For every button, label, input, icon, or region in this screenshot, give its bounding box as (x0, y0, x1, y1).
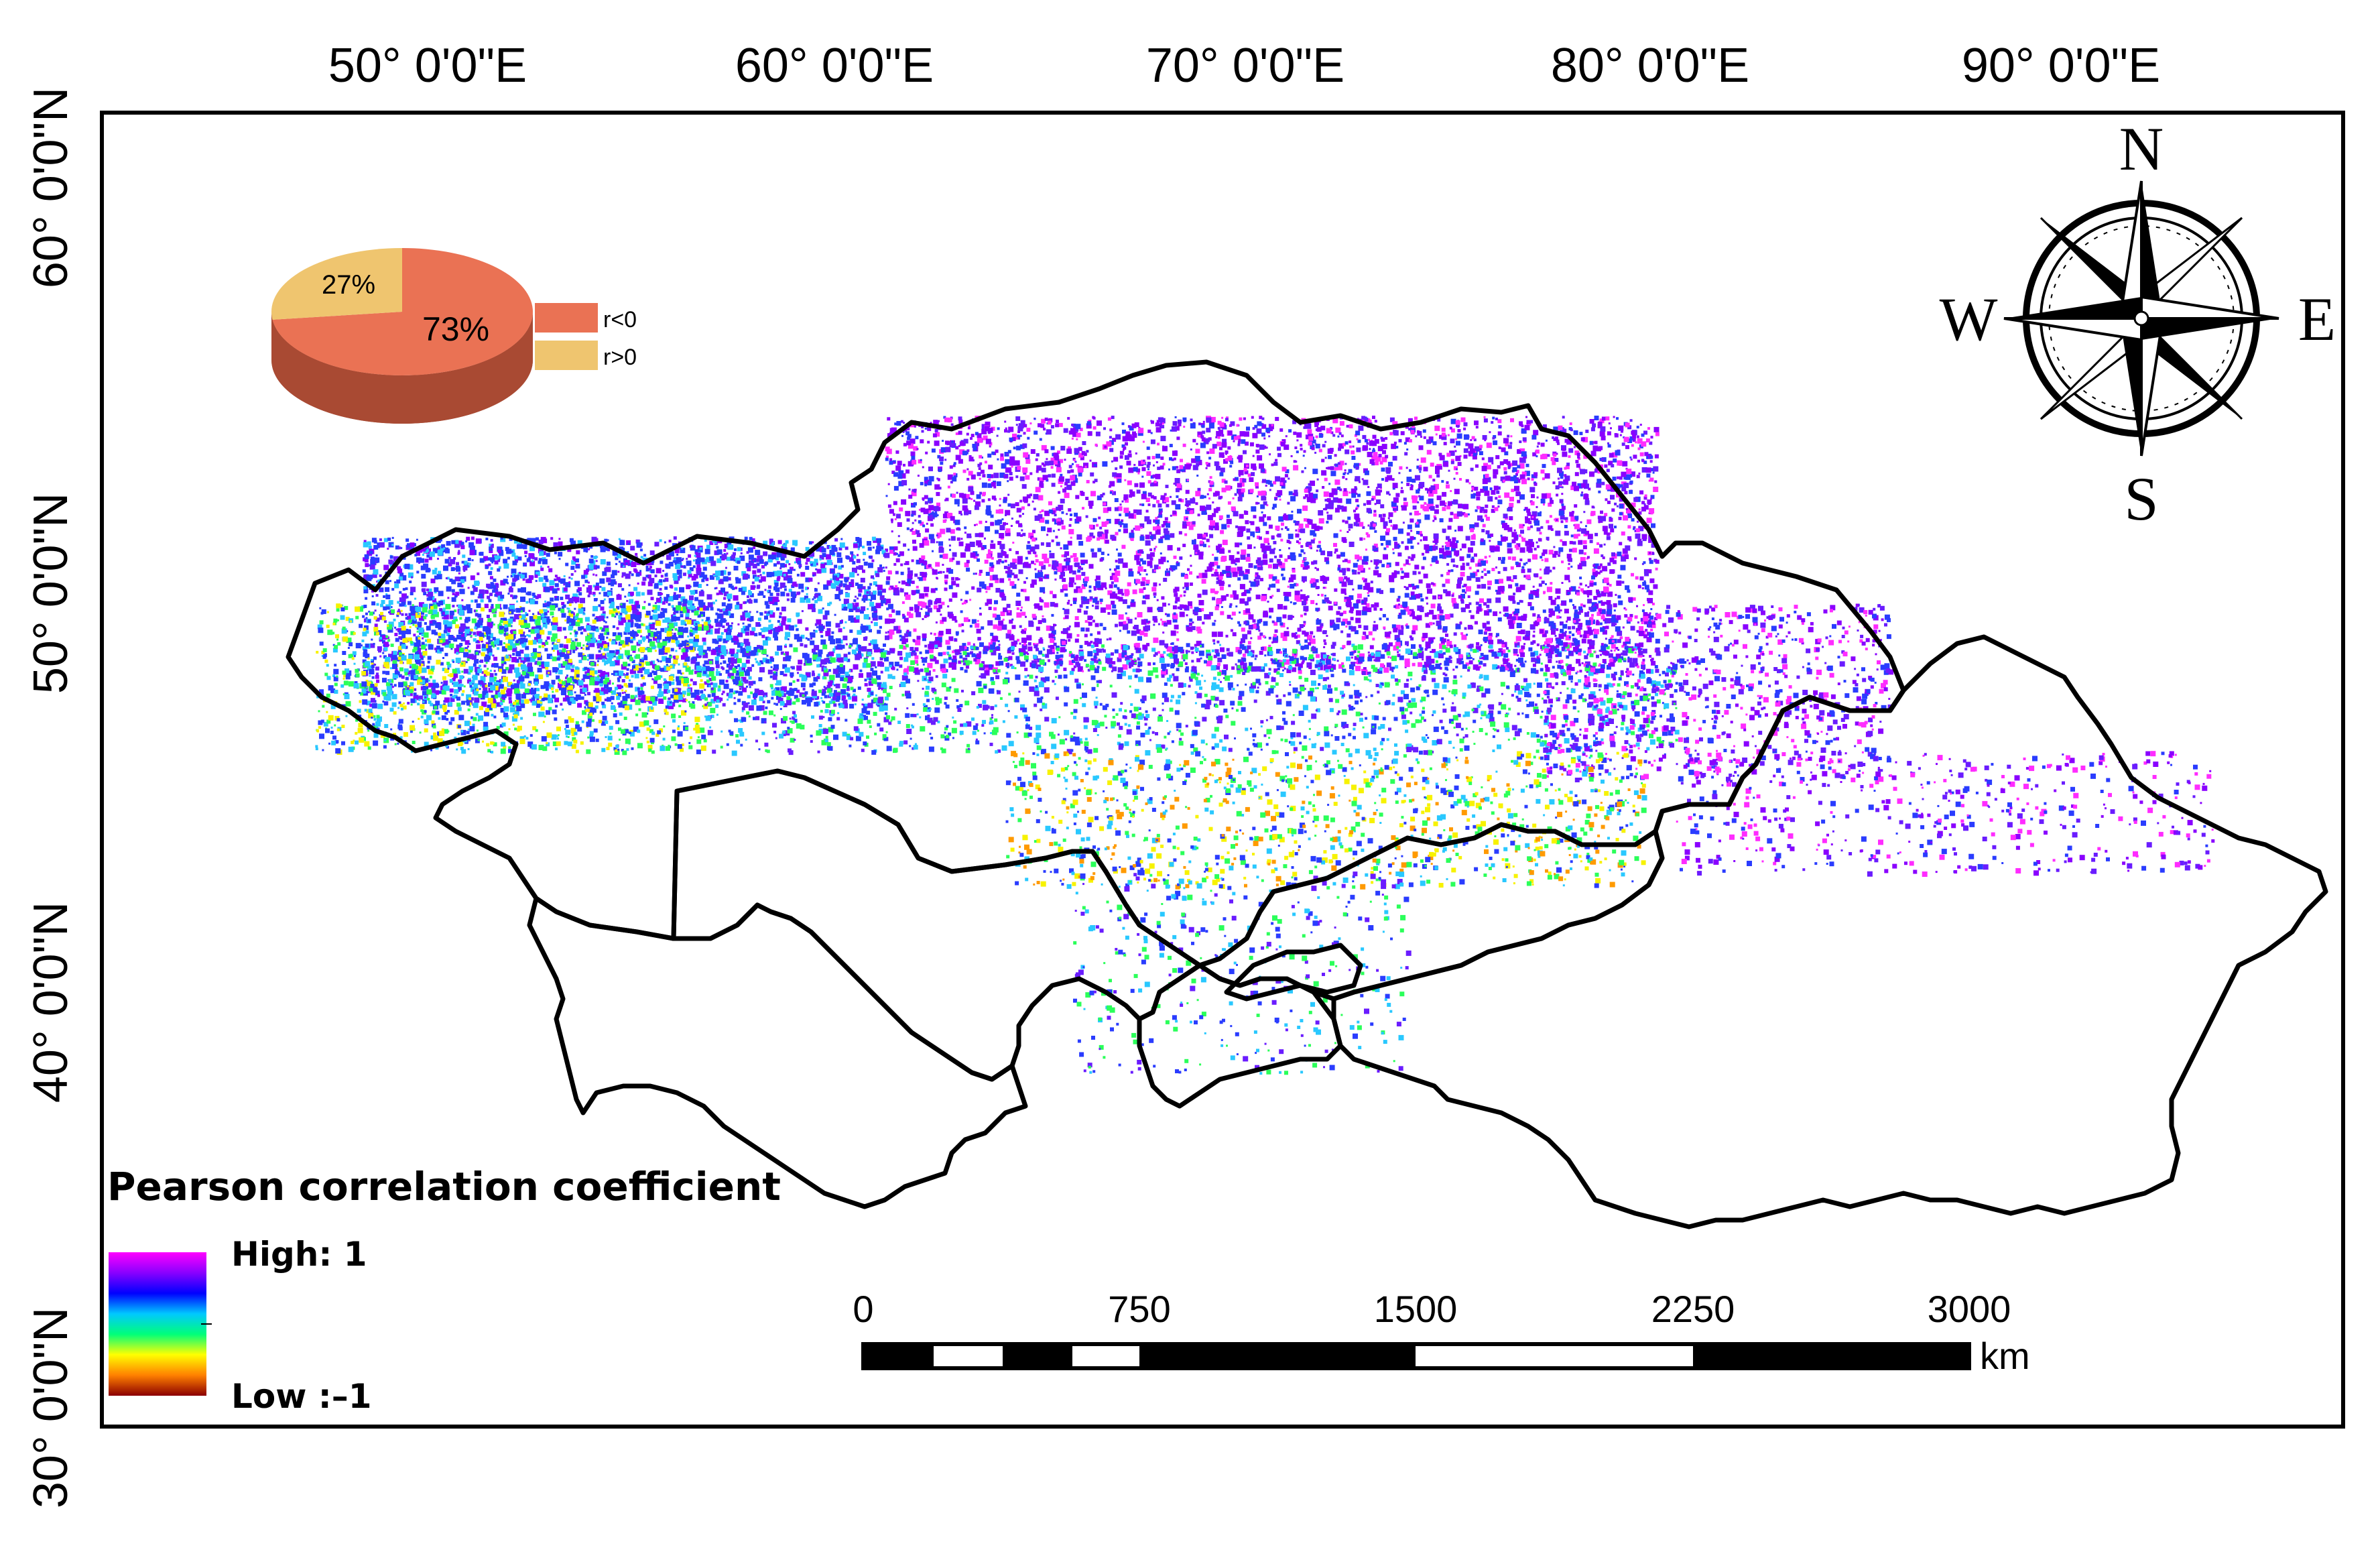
lat-label-40: 40° 0'0"N (24, 902, 78, 1103)
country-boundaries (286, 359, 2328, 1229)
legend-high-label: High: 1 (231, 1235, 367, 1274)
scale-label-2250: 2250 (1651, 1288, 1735, 1330)
scale-label-3000: 3000 (1928, 1288, 2011, 1330)
scale-unit-label: km (1980, 1335, 2030, 1377)
legend-low-label: Low :–1 (231, 1377, 372, 1416)
compass-west-label: W (1940, 285, 1998, 353)
pie-side-wall (271, 312, 533, 424)
pie-legend-swatch-neg (535, 303, 598, 333)
compass-rose: N S E W (1940, 115, 2336, 533)
compass-east-label: E (2298, 285, 2336, 353)
xinjiang-boundary (1331, 634, 2328, 1229)
pie-legend-label-neg: r<0 (603, 307, 637, 333)
scale-bar: 0 750 1500 2250 3000 km (853, 1288, 2029, 1377)
lon-label-50: 50° 0'0"E (328, 39, 527, 93)
compass-north-label: N (2119, 115, 2164, 183)
correlation-pixel-layer (315, 416, 2215, 1075)
correlation-legend: Pearson correlation coefficient High: 1 … (107, 1164, 781, 1416)
pie-label-pos: 27% (322, 270, 375, 300)
legend-color-ramp (109, 1252, 206, 1396)
scale-label-1500: 1500 (1374, 1288, 1458, 1330)
lat-label-60: 60° 0'0"N (24, 87, 78, 288)
longitude-labels: 50° 0'0"E 60° 0'0"E 70° 0'0"E 80° 0'0"E … (328, 39, 2160, 93)
lon-label-90: 90° 0'0"E (1962, 39, 2160, 93)
lon-label-70: 70° 0'0"E (1146, 39, 1344, 93)
lon-label-60: 60° 0'0"E (735, 39, 934, 93)
lon-label-80: 80° 0'0"E (1551, 39, 1749, 93)
pie-legend-swatch-pos (535, 341, 598, 370)
pie-legend-label-pos: r>0 (603, 345, 637, 370)
scale-label-0: 0 (853, 1288, 873, 1330)
pie-slice-0 (272, 248, 534, 376)
pie-slice-1 (271, 248, 402, 320)
pie-chart: 73% 27% (271, 248, 534, 424)
scale-bar-segment-5 (1139, 1344, 1416, 1368)
scale-bar-segment-7 (1693, 1344, 1969, 1368)
compass-south-label: S (2124, 465, 2158, 533)
lat-label-50: 50° 0'0"N (24, 493, 78, 694)
compass-center (2133, 310, 2149, 326)
scale-bar-tick-labels: 0 750 1500 2250 3000 (853, 1288, 2011, 1330)
compass-main-points (2003, 180, 2279, 457)
latitude-labels: 60° 0'0"N 50° 0'0"N 40° 0'0"N 30° 0'0"N (24, 87, 78, 1508)
ferghana-border (1224, 943, 1363, 1002)
pie-label-neg: 73% (422, 310, 489, 348)
pie-legend: r<0 r>0 (535, 303, 637, 370)
turkmenistan-boundary (527, 896, 1028, 1209)
legend-title: Pearson correlation coefficient (107, 1164, 781, 1209)
scale-bar-segment-1 (863, 1344, 934, 1368)
lat-label-30: 30° 0'0"N (24, 1307, 78, 1508)
scale-label-750: 750 (1108, 1288, 1170, 1330)
scale-bar-segment-3 (1003, 1344, 1072, 1368)
